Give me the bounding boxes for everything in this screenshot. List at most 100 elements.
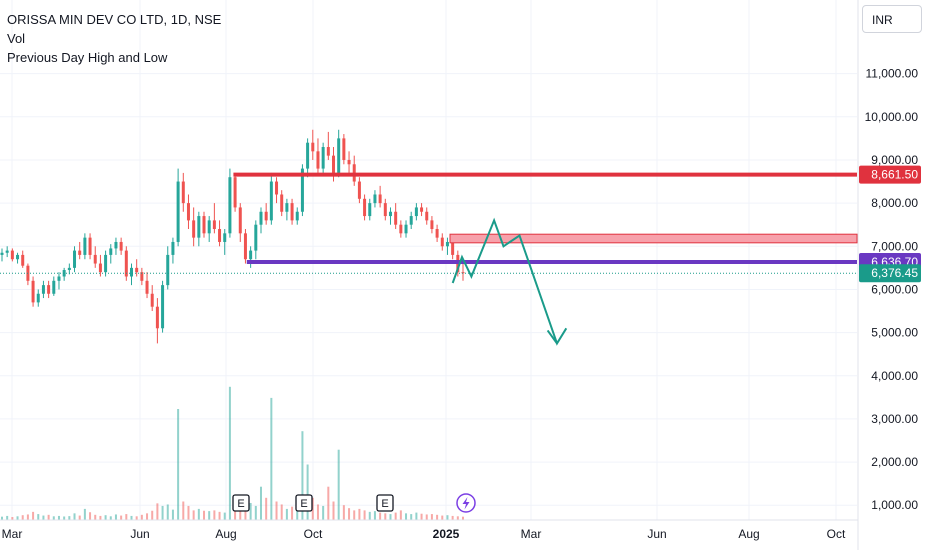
legend-symbol-title[interactable]: ORISSA MIN DEV CO LTD, 1D, NSE	[7, 12, 222, 27]
volume-bar	[373, 511, 376, 520]
volume-bar	[228, 386, 231, 520]
candle-body	[181, 181, 185, 204]
volume-bar	[182, 501, 185, 520]
price-tick-label: 2,000.00	[871, 455, 918, 469]
candle-body	[425, 211, 429, 221]
candle-body	[104, 254, 108, 273]
price-axis[interactable]: 1,000.00 2,000.00 3,000.00 4,000.00 5,000.00…	[857, 0, 918, 550]
volume-bar	[26, 514, 29, 520]
volume-bar	[6, 515, 9, 520]
legend-indicator[interactable]: Previous Day High and Low	[7, 50, 168, 65]
volume-bar	[285, 508, 288, 520]
volume-bar	[425, 514, 428, 520]
time-axis[interactable]: Mar Jun Aug Oct 2025 Mar Jun Aug Oct	[0, 519, 858, 541]
candle-body	[31, 280, 35, 303]
volume-bar	[301, 431, 304, 520]
volume-bar	[249, 502, 252, 520]
candle-body	[337, 138, 341, 173]
volume-bar	[280, 504, 283, 520]
volume-bar	[32, 511, 35, 520]
candle-body	[57, 276, 61, 281]
projection-path	[451, 217, 568, 346]
candle-body	[5, 250, 9, 253]
candle-body	[326, 147, 330, 156]
drawings[interactable]	[0, 172, 858, 346]
volume-bar	[151, 510, 154, 520]
volume-bar	[187, 505, 190, 520]
candle-body	[388, 211, 392, 217]
candle-body	[119, 241, 123, 251]
volume-bar	[223, 512, 226, 520]
time-tick-label: Jun	[130, 527, 149, 541]
candle-body	[171, 241, 175, 255]
candle-body	[440, 237, 444, 247]
candle-body	[368, 203, 372, 217]
price-tag-label: 8,661.50	[871, 168, 918, 182]
volume-bar	[410, 514, 413, 520]
candle-body	[306, 142, 310, 169]
earnings-marker-frame	[376, 494, 394, 512]
volume-bar	[203, 510, 206, 520]
candle-body	[316, 151, 320, 169]
volume-bar	[63, 516, 66, 520]
candle-body	[83, 237, 87, 255]
volume-bar	[146, 513, 149, 520]
volume-bar	[311, 497, 314, 520]
chart-legend: ORISSA MIN DEV CO LTD, 1D, NSE Vol Previ…	[7, 10, 221, 67]
time-tick-label: Mar	[521, 527, 542, 541]
volume-bar	[399, 510, 402, 520]
candle-body	[290, 203, 294, 221]
candle-body	[414, 207, 418, 217]
price-tick-label: 9,000.00	[871, 153, 918, 167]
candle-body	[36, 293, 40, 303]
candle-body	[21, 254, 25, 266]
candle-body	[243, 233, 247, 260]
time-tick-label: Jun	[647, 527, 666, 541]
candle-body	[409, 216, 413, 225]
candle-body	[420, 207, 424, 212]
candle-body	[78, 250, 82, 255]
volume-bar	[462, 516, 464, 520]
volume-bar	[358, 508, 361, 520]
candle-body	[311, 142, 315, 152]
candlesticks	[0, 129, 465, 344]
projection-arrowhead	[546, 329, 558, 344]
legend-volume[interactable]: Vol	[7, 31, 26, 46]
time-tick-label: 2025	[433, 527, 460, 541]
earnings-marker-label: E	[237, 498, 244, 510]
candle-body	[280, 194, 284, 212]
candle-body	[93, 254, 97, 264]
candle-body	[238, 207, 242, 234]
price-tick-label: 6,000.00	[871, 282, 918, 296]
volume-bar	[306, 464, 309, 520]
candle-body	[347, 159, 351, 165]
volume-bar	[130, 515, 133, 520]
volume-bar	[322, 505, 325, 520]
volume-bar	[436, 514, 439, 520]
candle-body	[197, 216, 201, 238]
price-tick-label: 3,000.00	[871, 412, 918, 426]
candle-body	[186, 203, 190, 221]
price-tick-label: 1,000.00	[871, 498, 918, 512]
volume-bar	[415, 512, 418, 520]
currency-button[interactable]: INR	[862, 5, 922, 33]
volume-bar	[213, 510, 216, 520]
volume-bar	[327, 486, 330, 520]
volume-bar	[451, 515, 454, 520]
time-tick-label: Aug	[215, 527, 236, 541]
candle-body	[47, 285, 51, 294]
volume-bar	[405, 513, 408, 520]
volume-bar	[47, 514, 50, 520]
volume-bar	[208, 511, 211, 520]
lightning-event-icon	[456, 493, 476, 513]
volume-bar	[83, 508, 86, 520]
earnings-marker-frame	[295, 494, 313, 512]
volume-bar	[218, 511, 221, 520]
price-tag-label: 6,376.45	[871, 266, 918, 280]
volume-bar	[16, 516, 19, 520]
volume-bar	[342, 505, 345, 520]
volume-bar	[166, 504, 169, 520]
volume-bar	[94, 514, 97, 520]
